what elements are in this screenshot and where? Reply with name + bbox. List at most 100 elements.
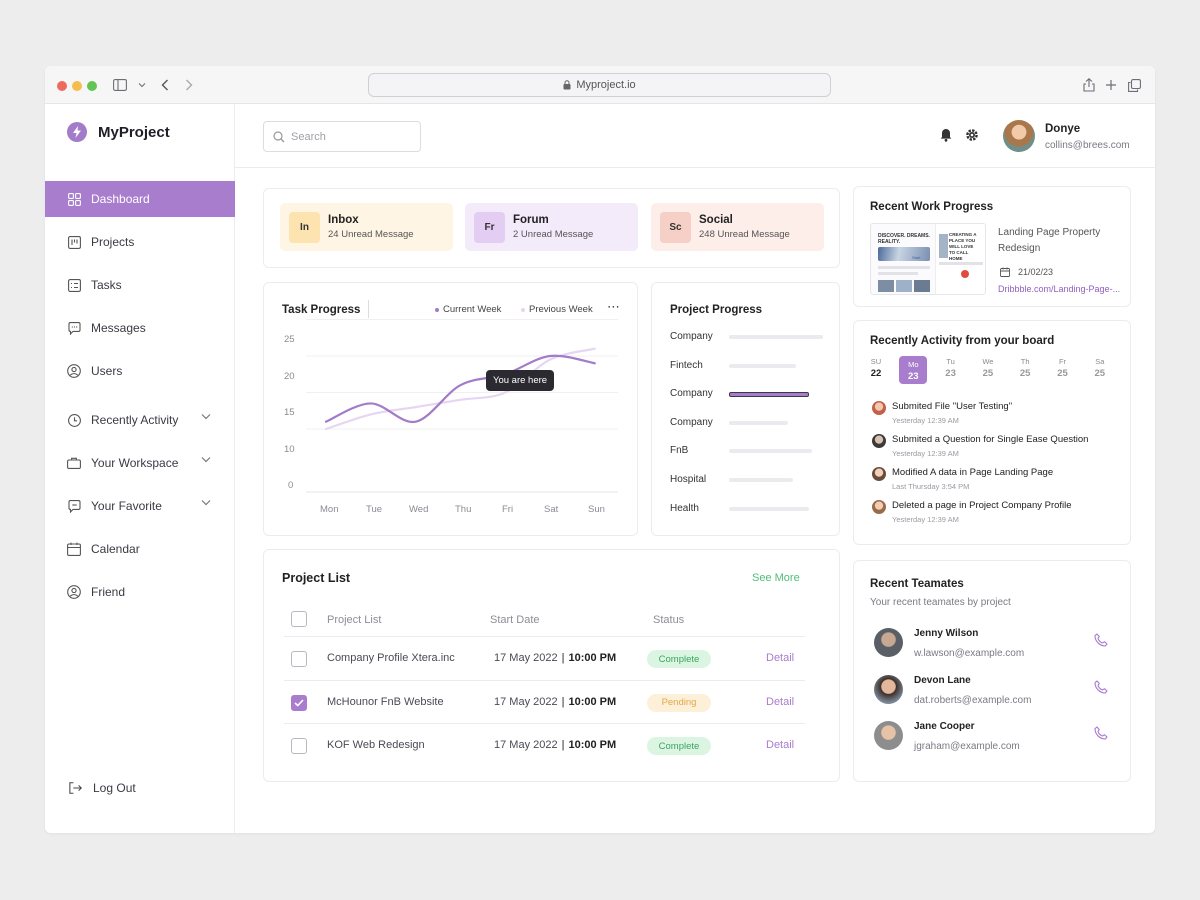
table-row[interactable]: McHounor FnB Website 17 May 2022 | 10:00 PM…	[284, 679, 805, 724]
calendar-day[interactable]: Fr 25	[1049, 357, 1077, 379]
avatar	[872, 500, 886, 514]
calendar-day[interactable]: SU 22	[862, 357, 890, 379]
detail-link[interactable]: Detail	[766, 695, 795, 708]
calendar-day[interactable]: We 25	[974, 357, 1002, 379]
user-email: collins@brees.com	[1045, 140, 1130, 151]
activity-text: Deleted a page in Project Company Profil…	[892, 500, 1072, 511]
project-list-title: Project List	[282, 571, 351, 585]
bell-icon[interactable]	[939, 128, 953, 142]
teammates-card: Recent Teamates Your recent teamates by …	[853, 560, 1131, 782]
sidebar-item-recently-activity[interactable]: Recently Activity	[45, 402, 235, 438]
progress-bar[interactable]	[729, 449, 812, 454]
logout-button[interactable]: Log Out	[45, 770, 235, 806]
work-thumbnail[interactable]: DISCOVER. DREAMS. REALITY. CREATING A PLAC…	[870, 223, 986, 295]
sidebar-item-your-workspace[interactable]: Your Workspace	[45, 445, 235, 481]
sidebar-item-friend[interactable]: Friend	[45, 574, 235, 610]
forum-subtitle: 2 Unread Message	[513, 229, 594, 240]
date-value: 17 May 2022	[494, 695, 558, 708]
avatar[interactable]	[1003, 120, 1035, 152]
table-row[interactable]: Company Profile Xtera.inc 17 May 2022 | 10:…	[284, 636, 805, 680]
chevron-down-icon[interactable]	[133, 76, 151, 94]
chevron-down-icon[interactable]	[201, 499, 211, 506]
close-window-button[interactable]	[57, 81, 67, 91]
brand[interactable]: MyProject	[67, 122, 170, 142]
chevron-down-icon[interactable]	[201, 413, 211, 420]
user-name: Donye	[1045, 123, 1081, 135]
progress-bar[interactable]	[729, 363, 796, 368]
progress-bar[interactable]	[729, 478, 793, 482]
date-value: 17 May 2022	[494, 739, 558, 751]
logout-icon	[69, 781, 83, 795]
teammate-email: w.lawson@example.com	[914, 648, 1025, 659]
search-input[interactable]	[291, 130, 411, 143]
calendar-day[interactable]: Mo 23	[899, 356, 928, 384]
search-box[interactable]	[263, 121, 421, 152]
calendar-day[interactable]: Th 25	[1011, 357, 1039, 379]
inbox-subtitle: 24 Unread Message	[328, 229, 414, 240]
phone-icon[interactable]	[1094, 679, 1110, 696]
day-name: Sa	[1095, 357, 1105, 366]
see-more-link[interactable]: See More	[752, 572, 800, 584]
gear-icon[interactable]	[965, 128, 979, 142]
social-card[interactable]: Sc Social 248 Unread Message	[651, 203, 824, 251]
sidebar-item-users[interactable]: Users	[45, 353, 235, 389]
legend-dot	[435, 307, 439, 312]
maximize-window-button[interactable]	[87, 81, 97, 91]
sidebar-item-dashboard[interactable]: Dashboard	[45, 181, 235, 217]
more-menu-icon[interactable]: ⋯	[607, 299, 620, 314]
row-checkbox[interactable]	[291, 694, 307, 711]
row-checkbox[interactable]	[291, 651, 307, 667]
sidebar-item-label: Your Favorite	[91, 499, 162, 513]
minimize-window-button[interactable]	[72, 81, 82, 91]
forward-arrow-icon[interactable]	[180, 76, 198, 94]
clock-icon	[67, 413, 81, 427]
progress-bar[interactable]	[729, 335, 823, 339]
progress-bar[interactable]	[729, 420, 788, 425]
progress-bar[interactable]	[729, 506, 809, 511]
sidebar-item-tasks[interactable]: Tasks	[45, 267, 235, 303]
thumbnail-image	[914, 280, 930, 292]
legend-dot	[521, 307, 525, 312]
sidebar-toggle-icon[interactable]	[111, 76, 129, 94]
legend-previous-week[interactable]: Previous Week	[521, 304, 593, 315]
work-link[interactable]: Dribbble.com/Landing-Page-...	[998, 284, 1121, 294]
share-icon[interactable]	[1080, 76, 1098, 94]
day-name: SU	[870, 357, 882, 366]
select-all-checkbox[interactable]	[291, 611, 307, 627]
progress-bar[interactable]	[729, 392, 809, 398]
activity-card: Recently Activity from your board SU 22 Mo…	[853, 320, 1131, 545]
progress-label: Company	[670, 388, 713, 400]
sidebar-item-label: Users	[91, 364, 123, 378]
detail-link[interactable]: Detail	[766, 739, 795, 751]
sidebar: MyProject Dashboard Projects Tasks Messa…	[45, 104, 235, 833]
sidebar-item-calendar[interactable]: Calendar	[45, 531, 235, 567]
forum-card[interactable]: Fr Forum 2 Unread Message	[465, 203, 638, 251]
legend-current-week[interactable]: Current Week	[435, 304, 501, 315]
row-checkbox[interactable]	[291, 738, 307, 754]
inbox-card[interactable]: In Inbox 24 Unread Message	[280, 203, 453, 251]
sidebar-item-your-favorite[interactable]: Your Favorite	[45, 488, 235, 524]
project-list-card: Project List See More Project List Start…	[263, 549, 840, 782]
social-badge: Sc	[660, 211, 691, 243]
chevron-down-icon[interactable]	[201, 456, 211, 463]
detail-link[interactable]: Detail	[766, 652, 795, 664]
calendar-day[interactable]: Tu 23	[937, 357, 965, 379]
column-header-status: Status	[653, 614, 685, 626]
address-bar[interactable]: Myproject.io	[368, 73, 831, 97]
back-arrow-icon[interactable]	[156, 76, 174, 94]
day-name: Tu	[946, 357, 955, 366]
day-number: 23	[908, 371, 919, 382]
phone-icon[interactable]	[1094, 633, 1110, 649]
phone-icon[interactable]	[1094, 726, 1110, 742]
calendar-day[interactable]: Sa 25	[1086, 357, 1114, 379]
sidebar-item-messages[interactable]: Messages	[45, 310, 235, 346]
x-tick-label: Sat	[544, 504, 559, 515]
sidebar-item-projects[interactable]: Projects	[45, 224, 235, 260]
tabs-overview-icon[interactable]	[1125, 76, 1143, 94]
search-icon	[273, 130, 285, 142]
browser-window: Myproject.io MyProject Dashboard Project…	[45, 66, 1155, 833]
task-progress-chart	[306, 319, 618, 493]
table-row[interactable]: KOF Web Redesign 17 May 2022 | 10:00 PM Comp…	[284, 723, 805, 767]
day-number: 25	[1094, 368, 1106, 379]
new-tab-icon[interactable]	[1102, 76, 1120, 94]
